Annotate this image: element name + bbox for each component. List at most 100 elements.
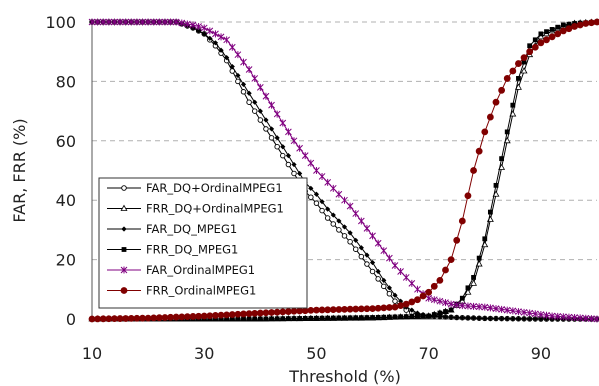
data-point (263, 117, 269, 123)
data-point (364, 261, 370, 267)
data-point (88, 315, 96, 323)
data-point (155, 18, 163, 26)
data-point (414, 296, 421, 304)
data-point (257, 108, 263, 114)
data-point (291, 161, 297, 168)
data-point (235, 78, 241, 85)
data-point (246, 90, 252, 96)
data-point (307, 306, 315, 314)
data-point (515, 60, 522, 67)
legend-item: FRR_DQ+OrdinalMPEG1 (107, 202, 284, 216)
data-point (516, 76, 521, 81)
data-point (183, 313, 191, 321)
data-point (313, 200, 320, 206)
data-point (554, 312, 562, 320)
data-point (386, 254, 393, 262)
data-point (200, 312, 208, 320)
data-point (178, 313, 186, 321)
y-tick-label: 20 (56, 251, 76, 270)
data-point (503, 75, 511, 82)
data-point (515, 316, 522, 322)
data-point (139, 314, 146, 322)
data-point (240, 81, 247, 87)
data-point (492, 98, 500, 106)
data-point (319, 315, 325, 321)
data-point (218, 47, 224, 53)
data-point (161, 314, 169, 321)
data-point (212, 312, 219, 319)
data-point (464, 192, 472, 200)
data-point (229, 63, 235, 70)
data-point (398, 314, 404, 320)
x-tick-label: 70 (418, 344, 438, 363)
data-point (336, 315, 342, 321)
data-point (122, 18, 130, 26)
data-point (375, 276, 381, 282)
data-point (414, 285, 421, 293)
data-point (582, 20, 590, 27)
data-point (280, 144, 286, 150)
data-point (172, 18, 180, 26)
data-point (369, 259, 376, 266)
data-point (565, 313, 573, 321)
data-point (453, 236, 461, 244)
data-point (358, 245, 364, 251)
data-point (218, 316, 224, 322)
data-point (476, 315, 482, 321)
data-point (420, 313, 426, 319)
data-point (374, 304, 382, 312)
data-point (386, 285, 392, 291)
legend-label: FRR_DQ_MPEG1 (146, 243, 238, 257)
y-tick-label: 0 (66, 310, 76, 329)
data-point (240, 58, 247, 66)
data-point (252, 316, 258, 322)
data-point (324, 215, 331, 221)
data-point (499, 315, 505, 322)
data-point (121, 226, 127, 232)
data-point (330, 315, 336, 321)
y-tick-label: 40 (56, 191, 76, 210)
data-point (430, 282, 438, 290)
data-point (217, 311, 225, 319)
data-point (437, 310, 443, 316)
data-point (189, 21, 197, 29)
data-point (172, 313, 180, 321)
data-point (257, 316, 263, 322)
data-point (493, 182, 499, 188)
data-point (397, 302, 405, 310)
data-point (313, 167, 320, 174)
data-point (559, 27, 567, 35)
x-tick-label: 10 (82, 344, 102, 363)
data-point (296, 307, 304, 315)
data-point (532, 316, 538, 322)
data-point (139, 18, 146, 26)
data-point (212, 40, 219, 46)
data-point (235, 72, 241, 79)
data-point (285, 161, 292, 168)
data-point (325, 315, 331, 321)
data-point (195, 312, 203, 320)
data-point (251, 74, 259, 82)
data-point (527, 316, 533, 322)
data-point (465, 285, 471, 291)
data-point (99, 315, 107, 323)
x-tick-labels: 10 30 50 70 90 (82, 344, 551, 363)
data-point (268, 126, 275, 132)
data-point (245, 66, 253, 74)
data-point (279, 308, 287, 316)
data-point (588, 315, 595, 323)
data-point (386, 314, 392, 320)
data-point (369, 232, 376, 240)
data-point (155, 314, 163, 322)
data-point (571, 23, 578, 30)
data-point (290, 137, 298, 145)
data-point (330, 221, 337, 227)
y-tick-labels: 0 20 40 60 80 100 (45, 13, 76, 329)
data-point (268, 135, 275, 141)
data-point (223, 311, 231, 319)
data-point (509, 67, 517, 75)
data-point (329, 306, 337, 314)
data-point (291, 170, 297, 177)
data-point (430, 296, 438, 304)
